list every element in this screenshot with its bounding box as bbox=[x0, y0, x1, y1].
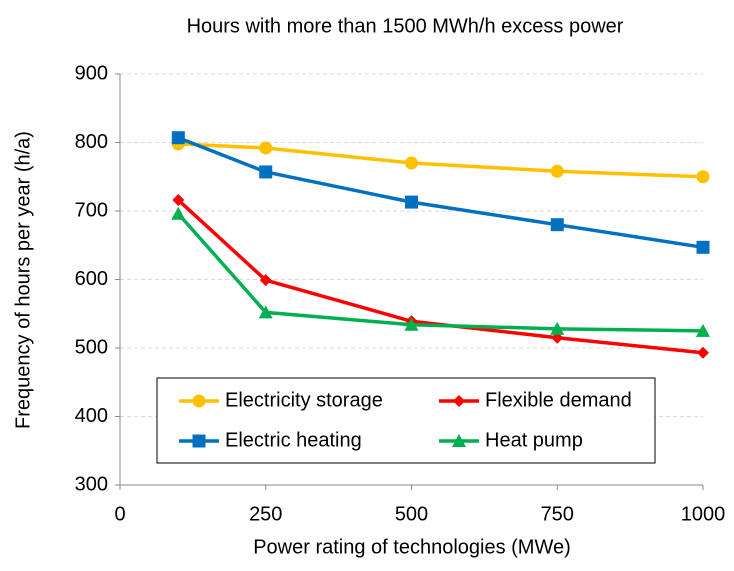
marker bbox=[696, 240, 710, 254]
y-tick-label: 900 bbox=[75, 62, 108, 84]
marker bbox=[550, 218, 564, 232]
marker bbox=[550, 164, 564, 178]
marker bbox=[259, 141, 273, 155]
marker bbox=[259, 274, 272, 287]
y-tick-label: 800 bbox=[75, 131, 108, 153]
y-tick-label: 600 bbox=[75, 268, 108, 290]
marker bbox=[405, 195, 418, 209]
marker bbox=[405, 156, 418, 170]
marker bbox=[696, 323, 710, 337]
legend-label: Electric heating bbox=[225, 429, 362, 451]
chart-title: Hours with more than 1500 MWh/h excess p… bbox=[187, 15, 624, 37]
legend-marker bbox=[192, 434, 206, 448]
series-line bbox=[178, 142, 704, 179]
marker bbox=[258, 305, 273, 319]
marker bbox=[171, 131, 185, 145]
legend-marker bbox=[192, 394, 206, 408]
y-tick-label: 700 bbox=[75, 199, 108, 221]
marker bbox=[172, 194, 185, 207]
legend-marker bbox=[453, 395, 465, 407]
x-tick-label: 0 bbox=[114, 503, 125, 525]
legend-label: Electricity storage bbox=[225, 389, 383, 411]
y-axis-label: Frequency of hours per year (h/a) bbox=[12, 131, 34, 429]
legend-label: Heat pump bbox=[485, 429, 583, 451]
marker bbox=[697, 346, 709, 359]
x-tick-label: 500 bbox=[395, 503, 428, 525]
y-tick-label: 400 bbox=[75, 405, 108, 427]
marker bbox=[696, 170, 710, 184]
legend-marker bbox=[452, 434, 466, 447]
x-axis-label: Power rating of technologies (MWe) bbox=[253, 536, 571, 558]
x-tick-label: 1000 bbox=[681, 503, 726, 525]
x-tick-label: 250 bbox=[249, 503, 282, 525]
legend-label: Flexible demand bbox=[485, 389, 632, 411]
y-tick-label: 500 bbox=[75, 336, 108, 358]
marker bbox=[259, 165, 273, 179]
marker bbox=[404, 317, 419, 331]
series-line bbox=[177, 136, 704, 250]
y-tick-label: 300 bbox=[75, 473, 108, 495]
marker bbox=[171, 206, 186, 220]
x-tick-label: 750 bbox=[541, 503, 574, 525]
legend-box bbox=[156, 377, 656, 464]
marker bbox=[550, 321, 565, 335]
